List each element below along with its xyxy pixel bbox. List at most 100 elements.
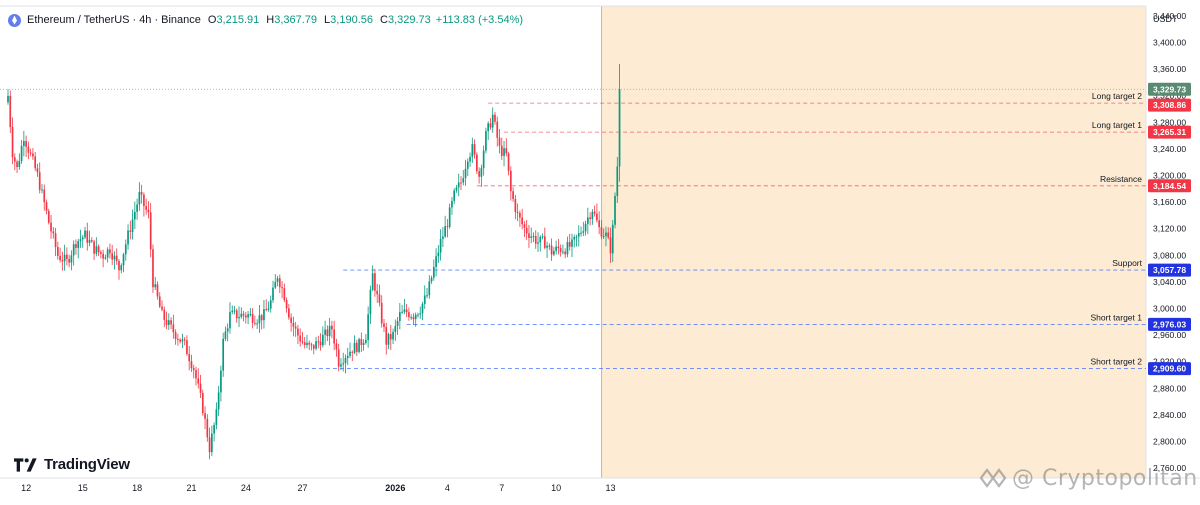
x-tick-label: 21 <box>186 483 196 493</box>
candle-body <box>319 341 322 346</box>
candle-body <box>54 233 57 248</box>
candle-body <box>494 114 496 122</box>
candle <box>394 319 397 341</box>
candle-body <box>238 316 240 319</box>
candle <box>226 323 229 342</box>
candle-body <box>70 255 73 263</box>
candle-body <box>163 309 166 320</box>
candle <box>36 163 39 177</box>
candle <box>351 350 354 362</box>
long-target-1-badge: 3,265.31 <box>1148 125 1191 139</box>
candle-body <box>596 213 598 221</box>
candle <box>47 208 50 225</box>
candle <box>537 232 539 252</box>
candle-body <box>478 171 480 177</box>
candle <box>539 235 542 252</box>
candle-body <box>104 257 107 259</box>
candle <box>281 280 283 299</box>
candle-body <box>562 251 564 253</box>
candle <box>575 234 578 247</box>
candle-body <box>584 223 587 232</box>
candle-body <box>177 338 179 340</box>
candle-body <box>285 300 288 309</box>
support-label: Support <box>1112 258 1142 268</box>
candle-body <box>281 287 283 289</box>
candle-body <box>349 351 351 356</box>
y-tick-label: 2,800.00 <box>1153 436 1186 446</box>
candle <box>201 389 204 416</box>
candle-body <box>167 320 170 325</box>
candle-body <box>546 245 548 248</box>
candle <box>548 243 551 250</box>
candle-body <box>394 325 397 332</box>
candle-body <box>36 168 39 173</box>
candle <box>131 209 134 240</box>
candle <box>190 354 193 373</box>
candle-body <box>179 339 181 342</box>
candle-body <box>571 239 573 247</box>
candle <box>319 333 322 351</box>
candle <box>242 310 245 322</box>
y-tick-label: 3,360.00 <box>1153 64 1186 74</box>
candle <box>573 234 576 248</box>
candle-body <box>530 236 533 238</box>
candle <box>312 343 315 355</box>
candle-body <box>199 383 202 393</box>
candle <box>90 237 93 244</box>
candle <box>43 184 46 211</box>
interval-label[interactable]: 4h <box>139 14 152 26</box>
candle <box>602 228 605 239</box>
candle-body <box>303 342 306 346</box>
candle-body <box>614 195 616 225</box>
symbol-name[interactable]: Ethereum / TetherUS <box>27 14 130 26</box>
candle-body <box>288 308 290 318</box>
candle <box>596 203 598 223</box>
candle-body <box>389 334 392 340</box>
candle-body <box>392 331 394 340</box>
candle-body <box>605 232 607 237</box>
candle <box>426 287 428 299</box>
candle-body <box>109 249 111 254</box>
candle <box>408 307 410 321</box>
candle-body <box>564 251 567 255</box>
candle-body <box>376 290 379 295</box>
open-value: 3,215.91 <box>216 14 260 26</box>
candle-body <box>100 252 102 254</box>
candle-body <box>122 254 125 266</box>
candle-body <box>183 339 186 341</box>
candle <box>616 156 619 203</box>
candle-body <box>111 253 114 260</box>
long-target-2-label: Long target 2 <box>1092 91 1142 101</box>
currency-unit-label[interactable]: USDT <box>1153 14 1178 24</box>
candle <box>398 303 401 330</box>
candle <box>195 366 197 386</box>
candle-body <box>548 245 551 247</box>
candle <box>389 325 392 350</box>
candle <box>521 208 524 230</box>
candle <box>589 212 591 226</box>
candle <box>362 339 365 351</box>
candle-body <box>158 296 161 307</box>
candle <box>505 138 508 157</box>
candle-body <box>127 230 129 245</box>
candle <box>392 328 394 345</box>
y-tick-label: 3,000.00 <box>1153 303 1186 313</box>
candle <box>385 322 388 355</box>
candle <box>543 227 546 250</box>
candle-body <box>211 433 213 453</box>
candle <box>509 166 512 201</box>
candle <box>260 313 263 330</box>
candle-body <box>580 232 582 234</box>
candle <box>25 135 27 158</box>
candle-body <box>143 194 145 207</box>
candle <box>174 329 177 345</box>
candle <box>84 226 86 239</box>
cryptopolitan-logo-icon <box>979 468 1007 488</box>
candle-body <box>145 206 148 210</box>
candle-body <box>555 246 557 252</box>
candle-body <box>607 232 610 238</box>
low-label: L <box>324 14 331 26</box>
symbol-legend: Ethereum / TetherUS · 4h · Binance O 3,21… <box>8 12 523 28</box>
candle <box>32 148 34 160</box>
